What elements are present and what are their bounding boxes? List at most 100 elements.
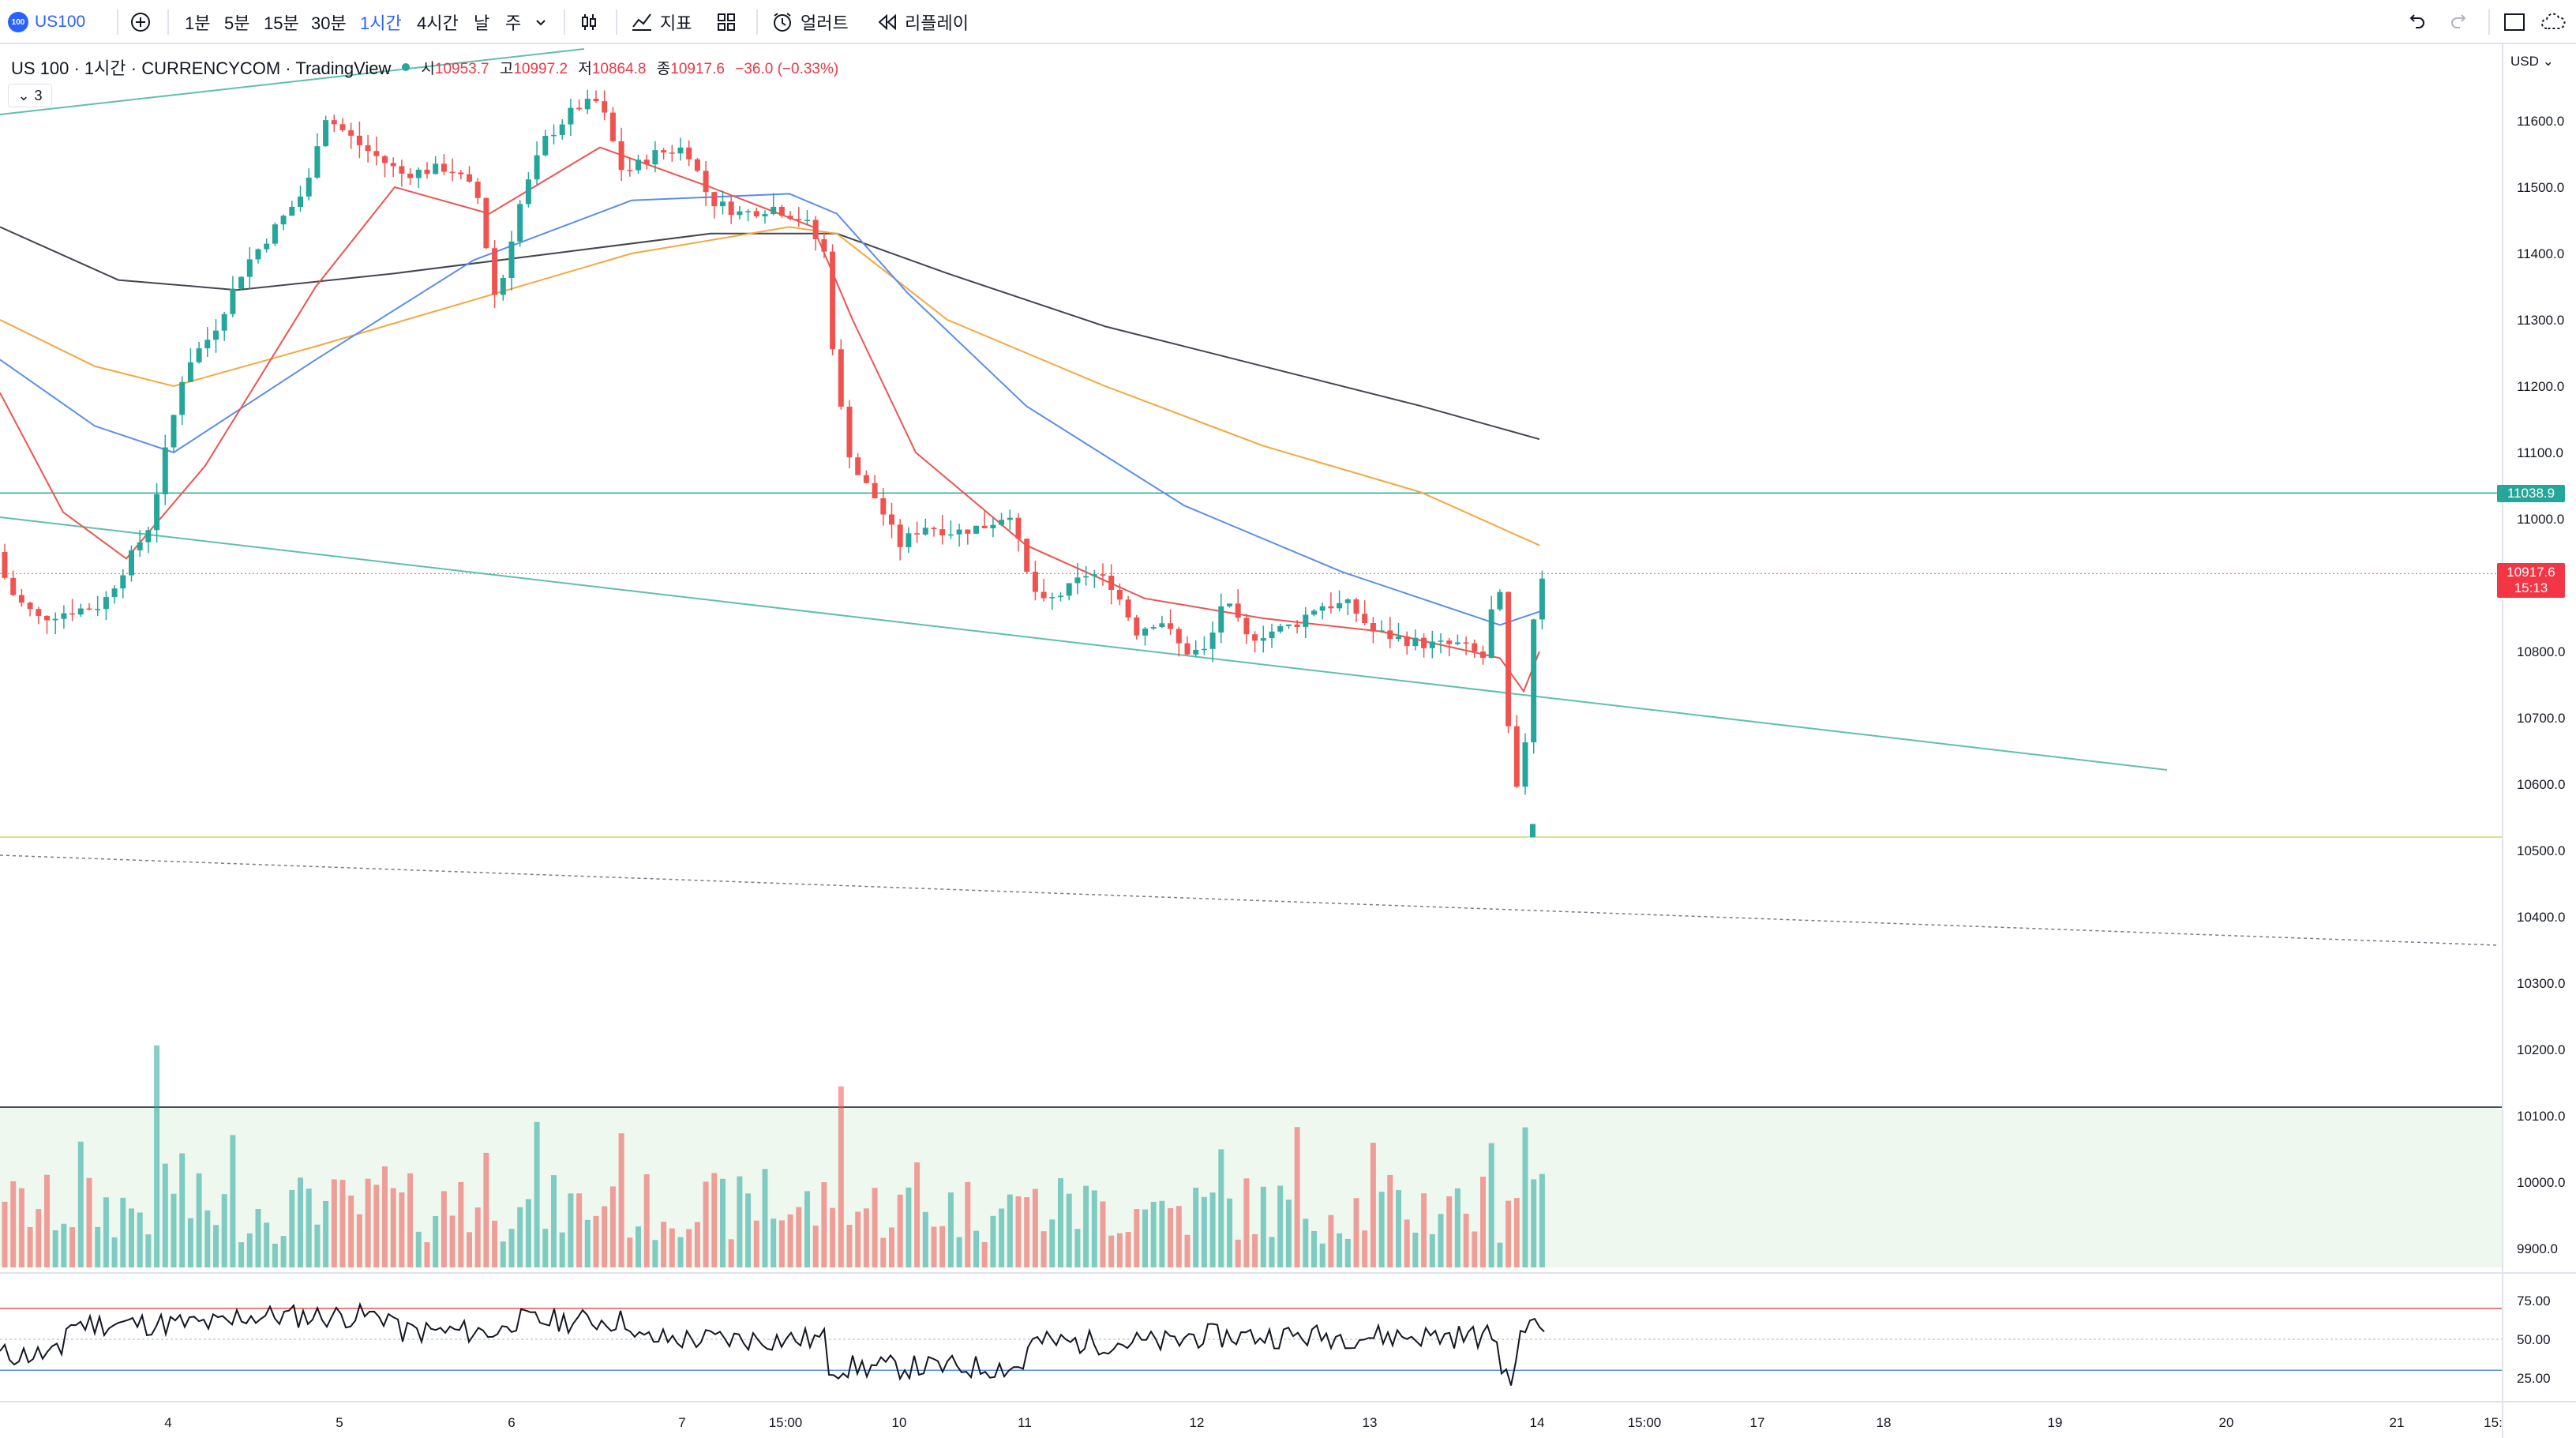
price-tick-10: 10600.0 (2517, 777, 2565, 792)
candle-body (77, 608, 84, 615)
compare-button[interactable] (129, 0, 152, 44)
volume-bar (568, 1193, 574, 1267)
candle-body (103, 597, 109, 610)
interval-5m[interactable]: 5분 (224, 13, 250, 33)
candle-body (812, 220, 819, 239)
symbol-name: US100 (35, 13, 86, 31)
volume-bar (914, 1162, 921, 1267)
volume-bar (508, 1229, 515, 1267)
candle-body (1243, 618, 1250, 635)
interval-1h[interactable]: 1시간 (360, 13, 402, 33)
volume-bar (145, 1234, 152, 1267)
legend-collapse-button[interactable]: ⌄ 3 (8, 84, 52, 107)
fullscreen-button[interactable] (2503, 0, 2526, 44)
candle-body (492, 248, 498, 295)
currency-label: USD (2510, 54, 2539, 69)
candle-body (137, 542, 143, 550)
interval-1m[interactable]: 1분 (185, 13, 211, 33)
price-tick-4: 11200.0 (2517, 379, 2564, 394)
volume-bar (1024, 1197, 1030, 1267)
volume-bar (1159, 1200, 1165, 1267)
candle-body (1328, 606, 1334, 609)
interval-4h[interactable]: 4시간 (417, 13, 459, 33)
alert-button[interactable]: 얼러트 (771, 0, 849, 44)
legend-title: US 100 · 1시간 · CURRENCYCOM · TradingView (11, 58, 392, 78)
volume-bar (339, 1180, 346, 1267)
candle-body (179, 381, 186, 415)
candle-body (1176, 629, 1182, 644)
volume-bar (1260, 1186, 1266, 1267)
volume-bar (1049, 1219, 1056, 1267)
chart-line-icon (630, 11, 654, 33)
redo-button[interactable] (2449, 0, 2471, 44)
cloud-save-button[interactable] (2540, 0, 2566, 44)
time-tick-10: 15:00 (1628, 1415, 1662, 1430)
candle-body (939, 529, 946, 536)
rsi-line (0, 1301, 1545, 1386)
candle-body (1032, 572, 1038, 592)
candle-body (551, 134, 557, 137)
candle-body (382, 156, 388, 163)
rsi-tick-0: 75.00 (2517, 1293, 2551, 1308)
volume-bar (230, 1135, 236, 1267)
volume-bar (1328, 1215, 1334, 1267)
volume-bar (306, 1188, 312, 1267)
candle-body (745, 211, 752, 212)
volume-bar (356, 1214, 362, 1267)
chevron-down-icon: ⌄ (17, 87, 30, 103)
candle-body (2, 552, 8, 578)
candle-body (1378, 630, 1385, 632)
volume-bar (289, 1189, 295, 1267)
volume-bar (171, 1193, 177, 1267)
volume-bar (1421, 1193, 1427, 1267)
volume-bar (221, 1194, 227, 1267)
legend-high-label: 고 (499, 60, 514, 77)
indicators-button[interactable]: 지표 (630, 0, 692, 44)
interval-day[interactable]: 날 (474, 13, 490, 33)
chart-type-button[interactable] (578, 0, 600, 44)
volume-bar (947, 1192, 954, 1267)
interval-30m[interactable]: 30분 (311, 13, 347, 33)
volume-bar (18, 1188, 24, 1267)
symbol-search[interactable]: 100 US100 (8, 0, 85, 44)
interval-15m[interactable]: 15분 (264, 13, 299, 33)
chart-area[interactable]: 11600.0 11500.0 11400.0 11300.0 11200.0 11100… (0, 44, 2576, 1438)
volume-bar (86, 1177, 92, 1267)
candle-body (804, 220, 810, 221)
candle-body (111, 588, 118, 598)
legend-open-label: 시 (421, 60, 435, 77)
candle-body (576, 107, 583, 110)
interval-dropdown[interactable] (534, 0, 548, 44)
interval-week[interactable]: 주 (505, 13, 522, 33)
candle-body (1168, 623, 1174, 629)
chart-canvas[interactable]: 11600.011500.011400.011300.011200.011100… (0, 44, 2576, 1438)
volume-bar (272, 1243, 278, 1267)
currency-selector[interactable]: USD ⌄ (2510, 54, 2554, 69)
candle-body (1530, 824, 1535, 838)
undo-button[interactable] (2405, 0, 2427, 44)
volume-bar (762, 1169, 768, 1267)
volume-bar (973, 1230, 979, 1267)
volume-bar (677, 1237, 684, 1267)
candle-body (872, 482, 878, 498)
candle-body (399, 166, 405, 174)
candle-body (187, 362, 193, 382)
candle-body (44, 615, 50, 621)
candle-body (1116, 590, 1123, 600)
candle-body (348, 130, 354, 136)
volume-bar (897, 1194, 903, 1267)
top-toolbar: 100 US100 1분 5분 15분 30분 1시간 4시간 날 주 지표 (0, 0, 2576, 44)
volume-bar (348, 1195, 354, 1267)
candle-body (999, 520, 1005, 525)
volume-bar (872, 1188, 878, 1267)
time-tick-5: 10 (892, 1415, 907, 1430)
candle-body (728, 201, 734, 216)
volume-bar (542, 1229, 549, 1267)
volume-bar (1539, 1173, 1545, 1267)
volume-bar (965, 1181, 971, 1267)
replay-button[interactable]: 리플레이 (876, 0, 969, 44)
volume-bar (1108, 1235, 1115, 1267)
candle-body (1193, 649, 1199, 655)
volume-bar (593, 1215, 599, 1267)
layout-button[interactable] (715, 0, 737, 44)
